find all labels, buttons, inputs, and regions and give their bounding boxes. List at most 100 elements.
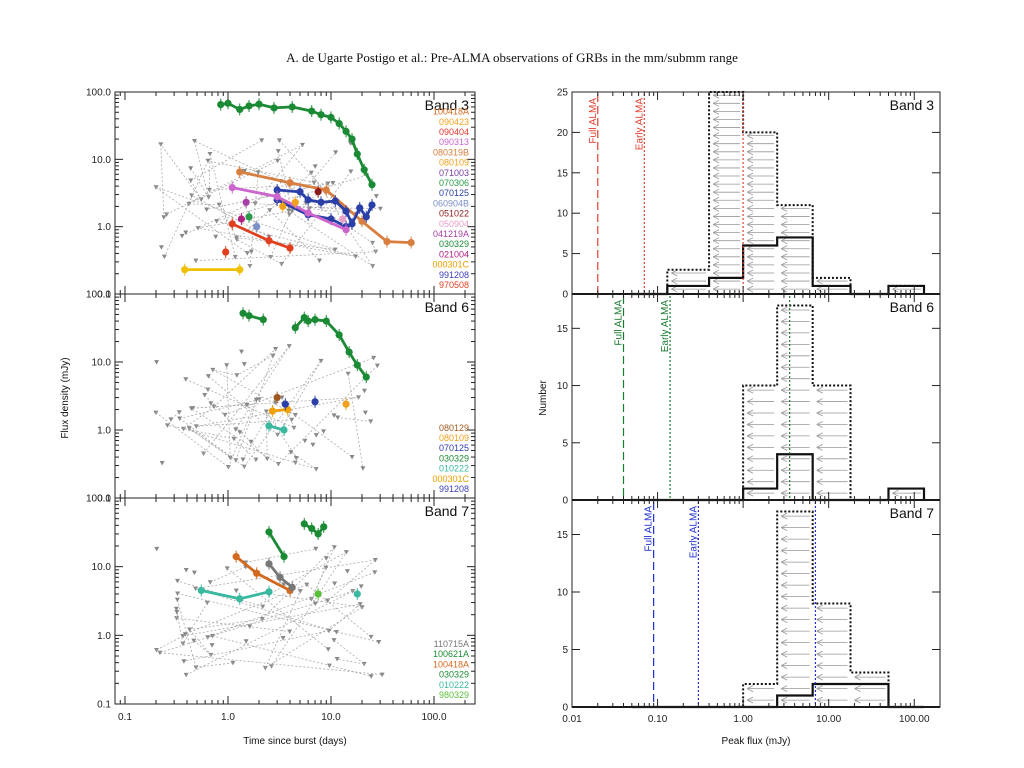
upper-limit-marker: [368, 634, 374, 640]
data-point: [291, 198, 299, 206]
y-tick-label: 0.1: [97, 494, 111, 505]
upper-limit-marker: [208, 401, 214, 406]
upper-limit-arrowhead: [746, 277, 754, 285]
upper-limit-link: [261, 546, 335, 620]
upper-limit-marker: [286, 208, 292, 214]
x-tick-label: 1.00: [733, 714, 753, 725]
upper-limit-marker: [344, 569, 350, 574]
upper-limit-arrowhead: [780, 421, 788, 428]
upper-limit-arrowhead: [712, 204, 720, 212]
upper-limit-marker: [213, 234, 219, 240]
upper-limit-marker: [268, 255, 274, 260]
upper-limit-arrowhead: [712, 245, 720, 253]
upper-limit-marker: [247, 263, 253, 269]
upper-limit-marker: [334, 657, 340, 662]
upper-limit-arrowhead: [780, 455, 788, 463]
upper-limit-arrowhead: [780, 547, 788, 554]
upper-limit-link: [190, 167, 209, 198]
upper-limit-link: [224, 357, 374, 416]
upper-limit-marker: [313, 467, 319, 472]
upper-limit-marker: [310, 442, 316, 448]
light-curve-line: [235, 555, 291, 592]
upper-limit-arrowhead: [746, 269, 754, 277]
upper-limit-arrowhead: [816, 489, 823, 497]
data-point: [360, 166, 368, 174]
data-point: [314, 188, 322, 196]
upper-limit-marker: [253, 457, 259, 463]
upper-limit-arrowhead: [816, 398, 823, 405]
upper-limit-marker: [368, 419, 374, 424]
upper-limit-arrowhead: [816, 455, 823, 463]
upper-limit-link: [186, 590, 353, 676]
upper-limit-link: [265, 411, 297, 459]
upper-limit-arrowhead: [712, 148, 720, 156]
light-curve-line: [267, 531, 286, 558]
upper-limit-marker: [179, 233, 185, 239]
legend-entry: 030329: [439, 239, 469, 249]
data-point: [348, 220, 356, 228]
upper-limit-arrowhead: [712, 237, 720, 245]
data-point: [265, 422, 273, 430]
upper-limit-arrowhead: [780, 512, 788, 520]
data-point: [322, 317, 330, 325]
upper-limit-arrowhead: [816, 466, 823, 474]
upper-limit-link: [269, 209, 320, 261]
upper-limit-marker: [209, 643, 215, 648]
upper-limit-link: [182, 602, 208, 644]
upper-limit-link: [226, 365, 231, 458]
upper-limit-marker: [174, 609, 180, 615]
upper-limit-link: [347, 373, 364, 469]
upper-limit-link: [183, 406, 215, 430]
data-point: [353, 590, 361, 598]
upper-limit-arrowhead: [816, 639, 823, 646]
data-point: [237, 215, 246, 223]
upper-limit-marker: [198, 197, 204, 203]
upper-limit-arrowhead: [780, 696, 788, 704]
upper-limit-arrowhead: [780, 221, 788, 228]
upper-limit-marker: [255, 170, 261, 176]
upper-limit-arrowhead: [746, 455, 754, 463]
light-curve-line: [303, 522, 325, 536]
data-point: [314, 590, 322, 598]
upper-limit-marker: [369, 240, 375, 246]
alma-label: Full ALMA: [644, 506, 655, 552]
data-point: [311, 316, 319, 324]
upper-limit-marker: [377, 206, 383, 212]
upper-limit-arrowhead: [780, 432, 788, 440]
upper-limit-link: [337, 658, 365, 665]
upper-limit-arrowhead: [854, 696, 861, 704]
upper-limit-link: [212, 369, 296, 416]
upper-limit-marker: [332, 247, 338, 253]
band-label: Band 3: [425, 97, 470, 113]
upper-limit-marker: [191, 638, 197, 644]
legend-entry: 100418A: [433, 659, 469, 669]
upper-limit-arrowhead: [780, 245, 788, 253]
data-point: [356, 204, 364, 212]
upper-limit-link: [235, 345, 290, 430]
legend-entry: 090313: [439, 137, 469, 147]
y-tick-label: 15: [557, 168, 569, 179]
legend-entry: 021004: [439, 249, 469, 259]
upper-limit-link: [295, 414, 353, 458]
upper-limit-marker: [361, 661, 367, 667]
upper-limit-marker: [269, 664, 275, 669]
upper-limit-marker: [323, 556, 329, 561]
data-point: [280, 553, 288, 561]
upper-limit-link: [333, 639, 365, 665]
upper-limit-marker: [183, 230, 189, 235]
upper-limit-marker: [224, 363, 230, 368]
upper-limit-marker: [174, 597, 180, 603]
upper-limit-marker: [373, 194, 379, 199]
x-tick-label: 0.01: [562, 714, 582, 725]
upper-limit-marker: [331, 413, 337, 418]
upper-limit-marker: [181, 659, 187, 664]
legend-entry: 970508: [439, 280, 469, 290]
x-tick-label: 1.0: [221, 712, 235, 723]
upper-limit-link: [328, 603, 361, 632]
data-point: [320, 523, 328, 531]
data-point: [345, 348, 353, 356]
upper-limit-link: [156, 635, 184, 651]
upper-limit-arrowhead: [746, 443, 754, 451]
upper-limit-link: [192, 404, 248, 409]
upper-limit-arrowhead: [780, 443, 788, 451]
